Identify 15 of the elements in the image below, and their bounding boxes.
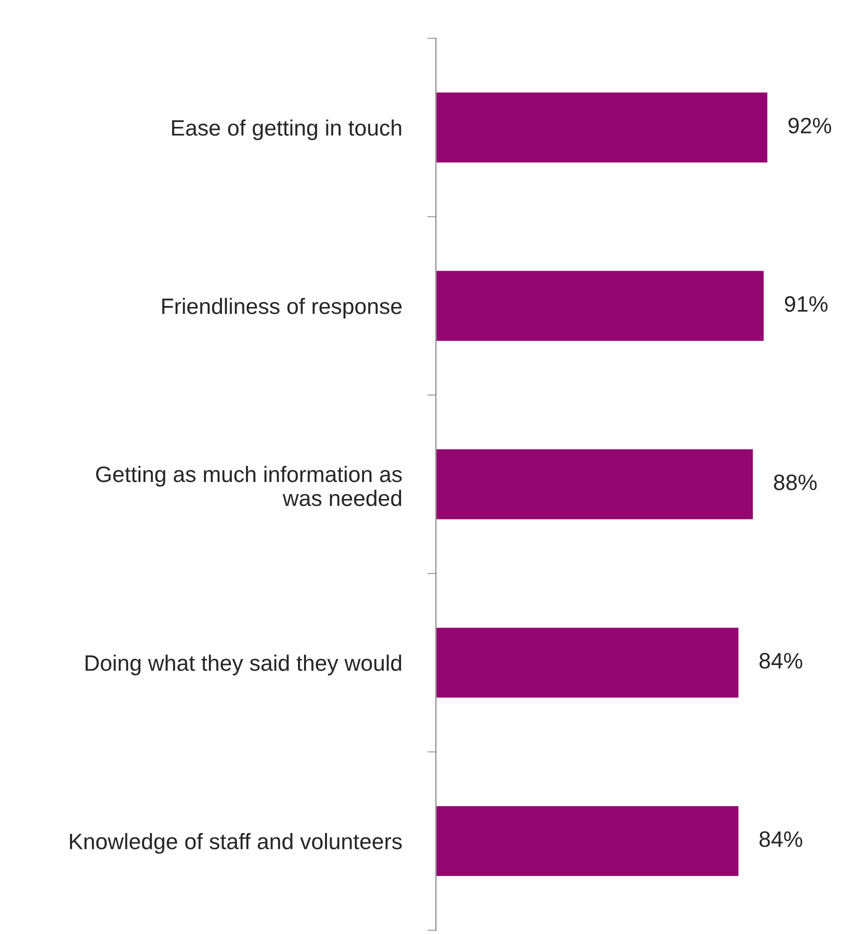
- y-tick-label: Knowledge of staff and volunteers: [70, 833, 402, 854]
- y-tick-label: Doing what they said they would: [86, 654, 402, 676]
- y-tick-label: Ease of getting in touch: [172, 119, 402, 140]
- data-label: 91%: [784, 296, 828, 312]
- bar: [436, 448, 754, 521]
- y-tick-label: Getting as much information as was needed: [96, 466, 402, 506]
- data-label: 92%: [788, 118, 832, 134]
- bar: [436, 270, 766, 342]
- y-tick-label: Friendliness of response: [162, 298, 402, 319]
- data-label: 88%: [774, 474, 817, 490]
- bar: [436, 626, 740, 700]
- bar: [436, 91, 769, 164]
- bar: [436, 804, 740, 878]
- data-label: 84%: [760, 831, 802, 848]
- data-label: 84%: [760, 652, 802, 669]
